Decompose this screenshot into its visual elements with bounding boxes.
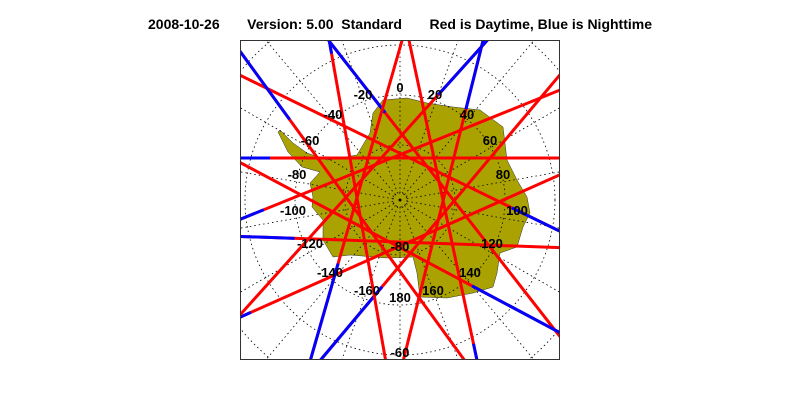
meridian-line — [240, 171, 394, 200]
nighttime-track — [240, 208, 265, 221]
title-version: Version: 5.00 Standard — [247, 16, 402, 32]
nighttime-track — [240, 311, 252, 319]
meridian-line — [406, 171, 560, 200]
nighttime-track — [471, 284, 560, 334]
map-title: 2008-10-26 Version: 5.00 Standard Red is… — [148, 16, 652, 34]
longitude-label: -60 — [301, 133, 320, 148]
latitude-label: -60 — [391, 345, 410, 360]
title-date: 2008-10-26 — [148, 16, 220, 32]
longitude-label: 140 — [459, 265, 481, 280]
nighttime-track — [327, 40, 387, 114]
nighttime-track — [437, 40, 489, 96]
longitude-label: -120 — [297, 236, 323, 251]
nighttime-track — [511, 206, 560, 233]
meridian-line — [402, 206, 459, 360]
latitude-circle — [527, 40, 560, 73]
title-legend: Red is Daytime, Blue is Nighttime — [429, 16, 653, 32]
latitude-circle — [240, 327, 273, 360]
daytime-track — [240, 88, 560, 221]
longitude-label: 40 — [460, 107, 474, 122]
nighttime-track — [240, 50, 291, 121]
longitude-label: -20 — [354, 87, 373, 102]
nighttime-track — [464, 40, 485, 110]
longitude-label: -140 — [317, 265, 343, 280]
longitude-label: 180 — [389, 290, 411, 305]
longitude-label: 100 — [506, 203, 528, 218]
nighttime-track — [308, 262, 340, 360]
south-pole-marker — [398, 198, 402, 202]
longitude-label: -80 — [288, 167, 307, 182]
meridian-line — [341, 40, 398, 194]
meridian-line — [406, 200, 560, 229]
nighttime-track — [319, 285, 384, 360]
longitude-label: 160 — [422, 283, 444, 298]
meridian-line — [402, 40, 459, 194]
longitude-label: 20 — [428, 87, 442, 102]
longitude-label: -40 — [324, 107, 343, 122]
nighttime-track — [240, 234, 295, 240]
latitude-circle — [527, 327, 560, 360]
longitude-label: 60 — [483, 133, 497, 148]
longitude-label: 0 — [396, 80, 403, 95]
latitude-label: -80 — [391, 239, 410, 254]
satellite-tracks — [240, 40, 560, 360]
nighttime-track — [327, 40, 334, 54]
longitude-label: -160 — [354, 283, 380, 298]
nighttime-track — [472, 343, 479, 360]
longitude-label: 80 — [496, 167, 510, 182]
longitude-label: -100 — [280, 203, 306, 218]
longitude-label: 120 — [481, 236, 503, 251]
map-frame — [240, 40, 560, 360]
meridian-line — [341, 206, 398, 360]
meridian-line — [240, 200, 394, 229]
